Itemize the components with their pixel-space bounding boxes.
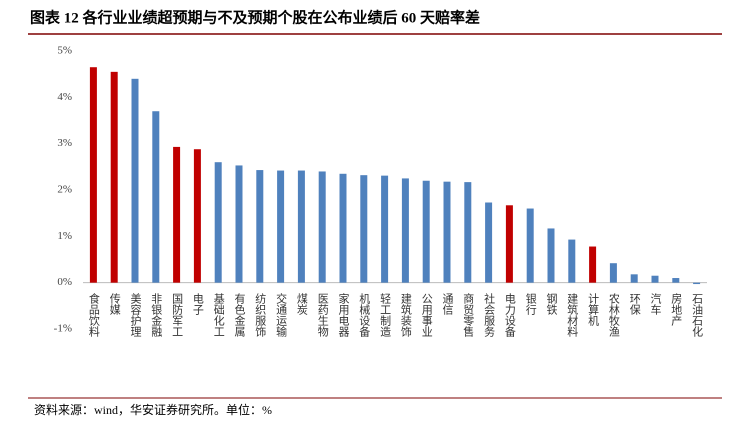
bar — [193, 149, 201, 283]
bar — [277, 170, 285, 283]
y-tick-label: 5% — [57, 45, 72, 57]
x-tick-label: 计算机 — [587, 293, 600, 326]
bar — [110, 71, 118, 283]
bar — [235, 165, 243, 283]
bar — [630, 274, 638, 283]
x-tick-label: 商贸零售 — [462, 292, 475, 338]
x-tick-label: 建筑材料 — [566, 292, 579, 338]
x-tick-label: 有色金属 — [233, 292, 246, 338]
bar — [360, 175, 368, 283]
bar — [422, 180, 430, 283]
x-tick-label: 轻工制造 — [379, 292, 392, 337]
bar — [547, 228, 555, 283]
x-tick-label: 农林牧渔 — [607, 292, 620, 338]
y-tick-label: 0% — [57, 276, 72, 288]
bar — [173, 146, 181, 283]
bar — [651, 275, 659, 283]
x-tick-label: 家用电器 — [337, 292, 350, 338]
x-tick-label: 非银金融 — [150, 293, 163, 338]
bar — [401, 178, 409, 283]
y-tick-label: 1% — [57, 230, 72, 242]
bar — [672, 278, 680, 283]
bar — [526, 208, 534, 283]
bar — [339, 173, 347, 283]
x-tick-label: 汽车 — [649, 292, 662, 316]
bar — [505, 205, 513, 283]
x-tick-label: 机械设备 — [358, 292, 371, 338]
x-tick-label: 基础化工 — [212, 293, 225, 337]
x-tick-label: 环保 — [628, 293, 641, 316]
x-tick-label: 建筑装饰 — [399, 292, 412, 337]
x-tick-label: 钢铁 — [545, 293, 558, 315]
bar — [609, 263, 617, 283]
x-tick-label: 通信 — [441, 293, 454, 316]
source-note: 资料来源：wind，华安证券研究所。单位：% — [34, 402, 272, 417]
x-tick-label: 纺织服饰 — [254, 292, 267, 337]
x-tick-label: 食品饮料 — [87, 292, 100, 338]
x-tick-label: 美容护理 — [129, 293, 142, 337]
bar — [693, 282, 701, 285]
bar — [568, 239, 576, 283]
x-tick-label: 房地产 — [670, 293, 683, 327]
bar — [318, 171, 326, 283]
y-tick-label: 4% — [57, 91, 72, 103]
bar — [381, 175, 389, 283]
x-tick-label: 公用事业 — [420, 293, 433, 337]
x-tick-label: 交通运输 — [275, 292, 288, 338]
bar — [256, 170, 264, 283]
bar — [152, 111, 160, 283]
chart-title: 图表 12 各行业业绩超预期与不及预期个股在公布业绩后 60 天赔率差 — [30, 8, 480, 26]
x-tick-label: 国防军工 — [171, 293, 184, 337]
x-tick-label: 煤炭 — [295, 293, 308, 316]
bar — [297, 170, 305, 283]
x-tick-label: 石油石化 — [691, 293, 704, 338]
bar — [443, 181, 451, 283]
x-tick-label: 电力设备 — [503, 293, 516, 338]
y-tick-label: -1% — [54, 323, 72, 335]
bar — [464, 182, 472, 283]
bar — [131, 78, 139, 283]
x-tick-label: 电子 — [191, 293, 204, 315]
bar — [485, 202, 493, 283]
bar — [214, 162, 222, 283]
y-tick-label: 2% — [57, 184, 72, 196]
x-tick-label: 传媒 — [108, 293, 121, 316]
x-tick-label: 银行 — [524, 292, 537, 316]
x-tick-label: 社会服务 — [483, 292, 496, 337]
bar — [89, 67, 97, 283]
bar — [589, 246, 597, 283]
x-tick-label: 医药生物 — [316, 293, 329, 337]
y-tick-label: 3% — [57, 137, 72, 149]
